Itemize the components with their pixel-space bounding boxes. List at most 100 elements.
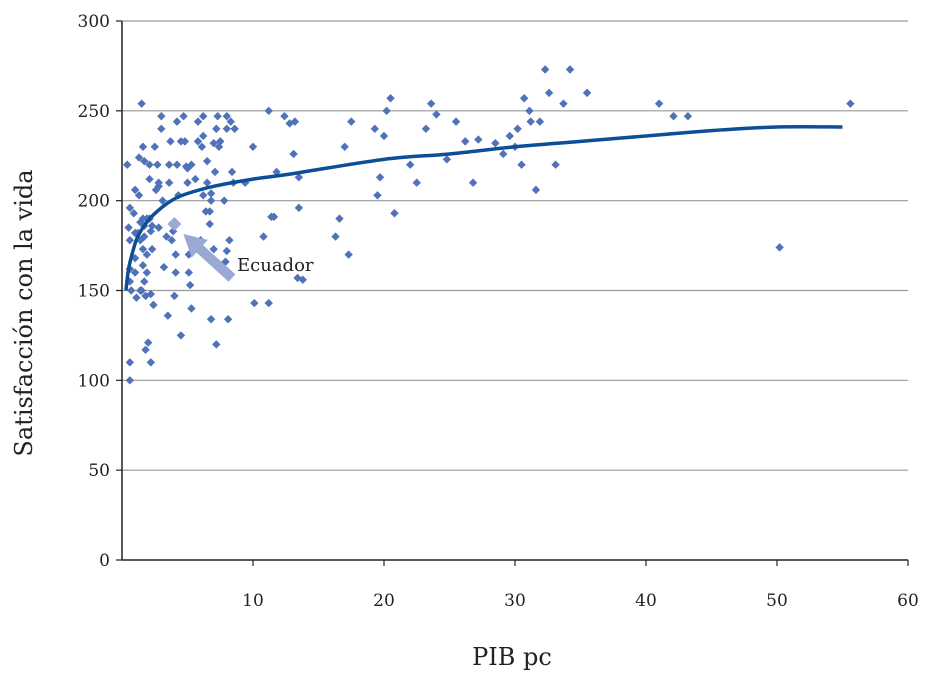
data-point <box>199 131 208 141</box>
data-point <box>213 112 222 121</box>
data-point <box>331 232 340 241</box>
data-points <box>123 65 855 385</box>
data-point <box>187 160 196 169</box>
data-point <box>140 232 149 241</box>
data-point <box>226 117 235 126</box>
data-point <box>166 137 175 146</box>
data-point <box>147 244 157 254</box>
data-point <box>125 203 135 213</box>
axes <box>116 20 909 566</box>
data-point <box>654 99 664 108</box>
data-point <box>669 112 678 121</box>
data-point <box>379 131 389 141</box>
data-point <box>406 160 415 169</box>
data-point <box>140 277 149 286</box>
data-point <box>775 243 784 252</box>
data-point <box>123 160 132 169</box>
data-point <box>153 160 162 169</box>
data-point <box>540 65 550 74</box>
data-point <box>264 106 273 116</box>
data-point <box>146 289 156 299</box>
x-tick-label: 20 <box>373 591 395 611</box>
data-point <box>206 196 216 205</box>
data-point <box>683 112 693 121</box>
data-point <box>140 156 149 166</box>
data-point <box>432 110 441 119</box>
annotation-arrow <box>183 234 236 282</box>
y-axis-title: Satisfacción con la vida <box>10 169 38 456</box>
y-tick-label: 300 <box>78 12 110 32</box>
data-point <box>390 209 399 218</box>
data-point <box>199 112 208 121</box>
data-point <box>154 182 163 191</box>
data-point <box>199 191 208 200</box>
data-point <box>157 112 166 121</box>
data-point <box>209 138 218 148</box>
data-point <box>259 232 268 241</box>
data-point <box>499 149 508 159</box>
data-point <box>137 286 146 295</box>
data-point <box>191 174 200 184</box>
data-point <box>170 291 179 301</box>
data-point <box>149 300 158 310</box>
data-point <box>197 142 207 151</box>
trend-line <box>124 124 843 291</box>
data-point <box>187 304 196 313</box>
data-point <box>525 106 534 116</box>
data-point <box>183 178 192 187</box>
data-point <box>147 221 157 231</box>
data-point <box>426 99 436 108</box>
data-point <box>150 142 159 151</box>
data-point <box>280 112 289 121</box>
data-point <box>172 117 182 126</box>
data-point <box>126 286 136 295</box>
data-point <box>289 149 298 159</box>
data-point <box>513 124 522 133</box>
data-point <box>206 315 216 324</box>
data-point <box>180 137 190 146</box>
data-point <box>340 142 349 151</box>
data-point <box>216 137 225 146</box>
data-point <box>421 124 431 133</box>
data-point <box>167 235 176 245</box>
data-point <box>134 153 144 162</box>
data-point <box>491 138 500 148</box>
x-tick-label: 40 <box>635 591 657 611</box>
data-point <box>335 214 344 223</box>
data-point <box>132 293 141 302</box>
data-point <box>145 160 154 169</box>
data-point <box>184 268 194 277</box>
data-point <box>412 178 421 187</box>
data-point <box>531 185 541 195</box>
data-point <box>386 94 395 103</box>
data-point <box>382 106 391 116</box>
data-point <box>526 117 535 126</box>
data-point <box>517 160 526 169</box>
data-point <box>565 65 575 74</box>
data-point <box>125 376 135 385</box>
data-point <box>157 124 166 133</box>
data-point <box>551 160 560 169</box>
data-point <box>219 196 229 205</box>
data-point <box>209 244 218 254</box>
data-point <box>222 124 231 133</box>
data-point <box>158 196 167 205</box>
data-point <box>206 189 216 198</box>
data-point <box>250 298 259 308</box>
y-tick-label: 250 <box>78 102 110 122</box>
data-point <box>442 155 452 164</box>
data-point <box>227 167 237 177</box>
data-point <box>535 117 545 126</box>
data-point <box>214 142 224 151</box>
data-point <box>138 244 148 254</box>
ecuador-annotation: Ecuador <box>167 217 314 282</box>
data-point <box>193 137 203 146</box>
data-point <box>298 275 307 284</box>
data-point <box>223 315 233 324</box>
data-point <box>212 124 221 133</box>
data-point <box>193 117 203 126</box>
data-point <box>124 223 133 232</box>
data-point <box>461 137 470 146</box>
data-point <box>168 227 178 236</box>
